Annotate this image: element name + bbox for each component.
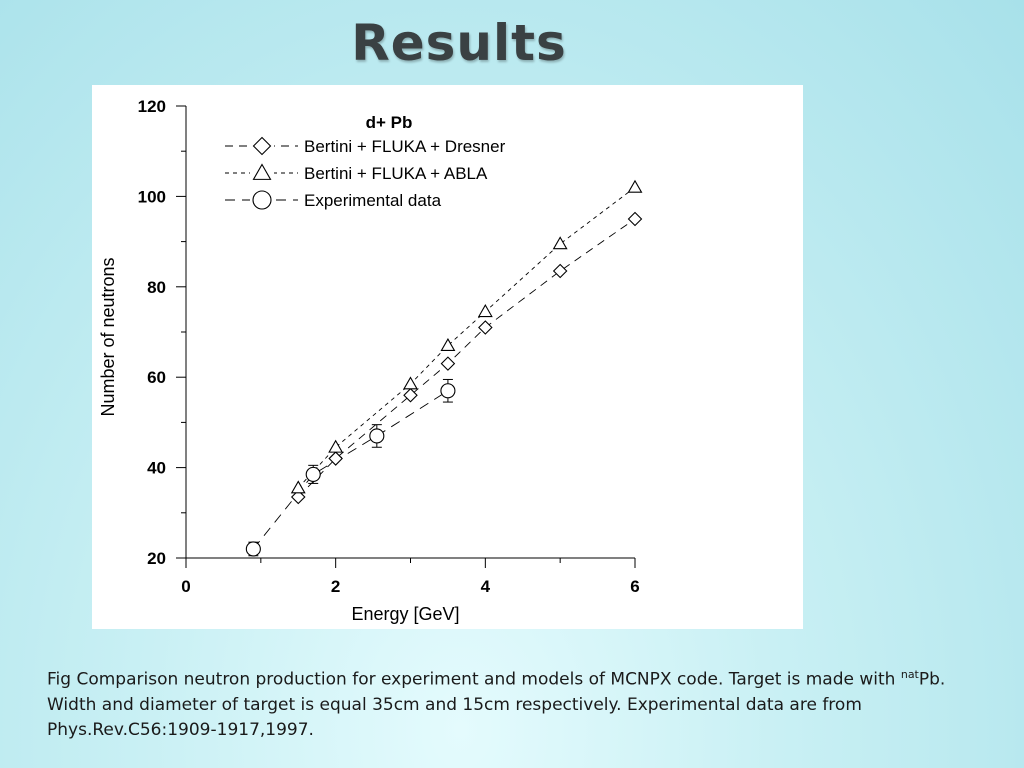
y-axis-title: Number of neutrons [98,257,118,416]
data-point-circle [245,541,261,557]
data-point-diamond [552,263,568,279]
data-point-diamond [478,320,493,335]
data-point-triangle [477,304,493,318]
legend-marker-diamond [252,136,272,156]
caption-text-start: Fig Comparison neutron production for ex… [47,669,901,690]
data-point-diamond [290,489,306,505]
data-point-diamond [627,211,643,227]
x-tick-label: 6 [630,577,639,596]
legend-label: Experimental data [304,191,442,210]
y-tick-label: 40 [147,459,166,478]
chart-axes: 20 40 60 80 100 120 0 2 4 6 Energy [GeV] Number of … [98,97,640,624]
data-point-diamond [328,451,343,466]
data-point-diamond [403,388,418,403]
series-lines [252,187,636,550]
x-tick-label: 2 [331,577,340,596]
legend-label: Bertini + FLUKA + Dresner [304,137,506,156]
chart-title: d+ Pb [366,113,413,132]
data-point-triangle [290,480,306,494]
data-point-circle [440,383,456,399]
x-tick-label: 4 [481,577,491,596]
data-point-triangle [627,179,643,193]
series-line-triangle [297,187,636,489]
y-tick-label: 120 [138,97,166,116]
y-tick-label: 60 [147,368,166,387]
caption-text-end: Pb. Width and diameter of target is equa… [47,669,946,740]
data-point-triangle [403,376,418,390]
data-point-triangle [328,439,344,453]
y-tick-label: 20 [147,549,166,568]
legend-label: Bertini + FLUKA + ABLA [304,164,488,183]
data-point-triangle [552,236,568,250]
chart-panel: 20 40 60 80 100 120 0 2 4 6 Energy [GeV] Number of … [92,85,803,629]
x-axis-title: Energy [GeV] [351,604,459,624]
x-tick-label: 0 [181,577,190,596]
series-line-circle [252,390,449,550]
data-point-circle [305,466,321,482]
series-line-diamond [297,218,636,498]
caption-superscript: nat [900,668,919,681]
slide-title: Results [351,14,567,72]
neutron-chart: 20 40 60 80 100 120 0 2 4 6 Energy [GeV] Number of … [98,97,643,624]
data-point-triangle [440,337,456,351]
figure-caption: Fig Comparison neutron production for ex… [47,662,977,743]
legend-marker-circle [252,190,272,210]
y-tick-label: 80 [147,278,166,297]
data-point-diamond [440,356,456,371]
series-markers [245,179,643,557]
legend-marker-triangle [252,163,272,180]
chart-legend: d+ Pb Bertini + FLUKA + Dresner Bertini + … [225,113,506,210]
data-point-circle [369,428,385,444]
y-tick-label: 100 [138,187,166,206]
